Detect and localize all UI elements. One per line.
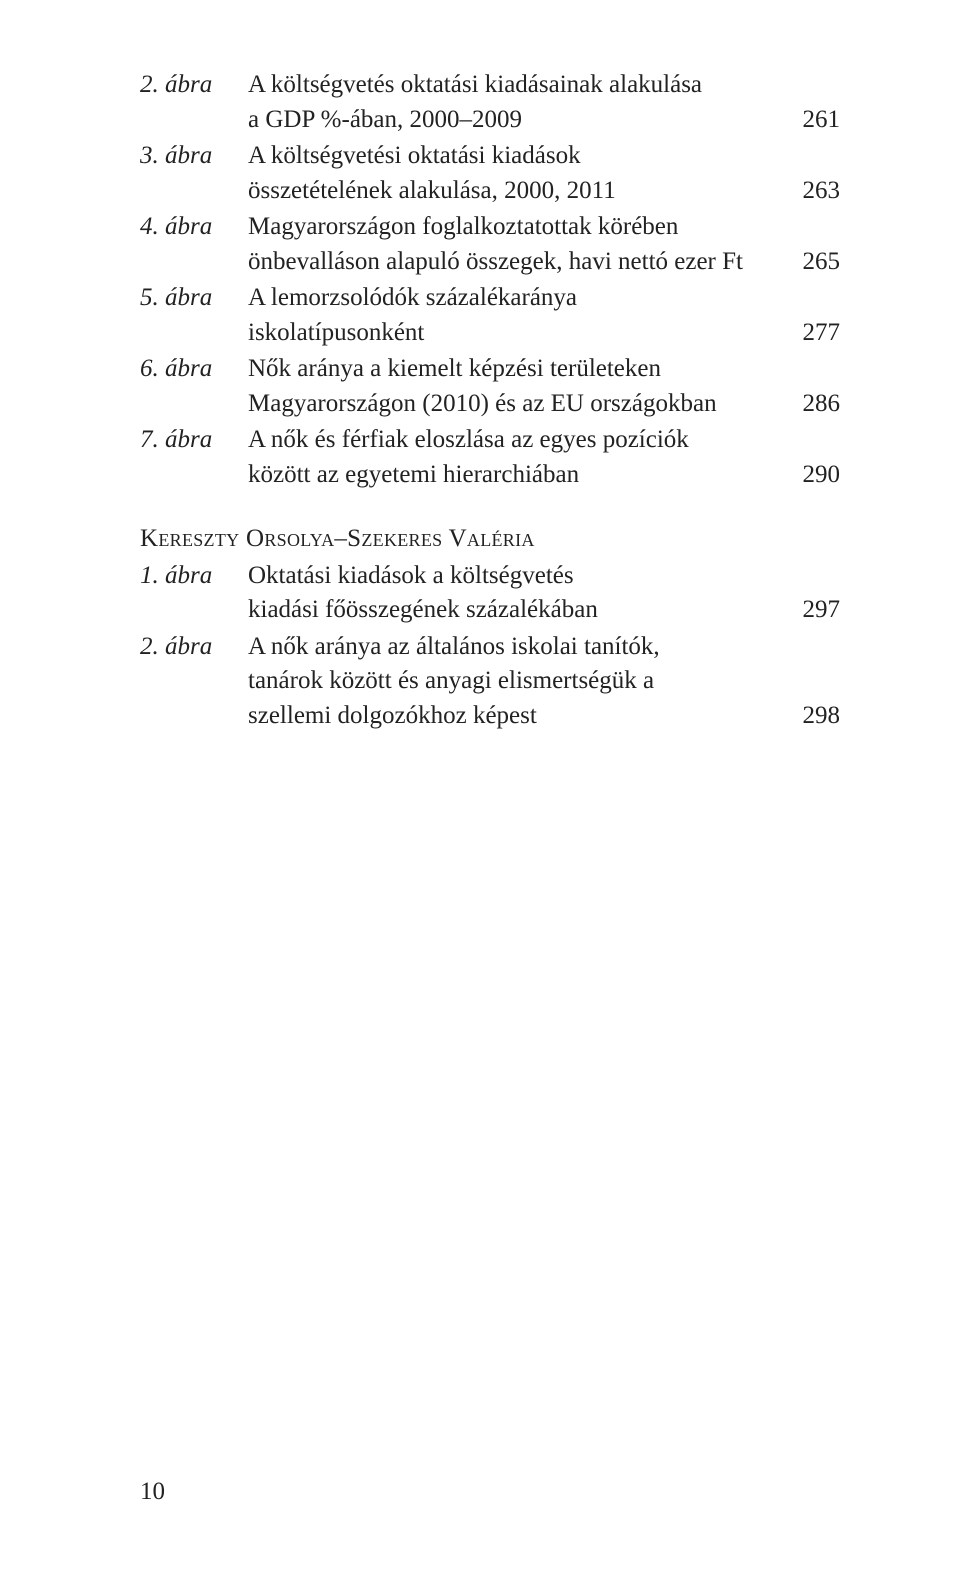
figure-page-number: 261: [788, 103, 840, 138]
figure-page-number: 286: [788, 387, 840, 422]
figure-entry: 2. ábraA nők aránya az általános iskolai…: [140, 630, 840, 734]
figure-entry: 1. ábraOktatási kiadások a költségvetésk…: [140, 559, 840, 628]
figure-last-text: között az egyetemi hierarchiában: [248, 458, 788, 493]
figure-description-line: A nők és férfiak eloszlása az egyes pozí…: [248, 423, 840, 458]
figure-description: A költségvetési oktatási kiadásokösszeté…: [248, 139, 840, 208]
figure-last-line: között az egyetemi hierarchiában290: [248, 458, 840, 493]
figure-description-line: Oktatási kiadások a költségvetés: [248, 559, 840, 594]
figure-entry: 6. ábraNők aránya a kiemelt képzési terü…: [140, 352, 840, 421]
figure-last-line: kiadási főösszegének százalékában297: [248, 593, 840, 628]
figure-description: Magyarországon foglalkoztatottak körében…: [248, 210, 840, 279]
figure-last-text: Magyarországon (2010) és az EU országokb…: [248, 387, 788, 422]
figure-description: Oktatási kiadások a költségvetéskiadási …: [248, 559, 840, 628]
figure-description: Nők aránya a kiemelt képzési területeken…: [248, 352, 840, 421]
figure-list-block-1: 2. ábraA költségvetés oktatási kiadásain…: [140, 68, 840, 492]
figure-page-number: 263: [788, 174, 840, 209]
figure-last-text: önbevalláson alapuló összegek, havi nett…: [248, 245, 788, 280]
figure-description: A nők aránya az általános iskolai tanító…: [248, 630, 840, 734]
figure-label: 4. ábra: [140, 210, 248, 245]
figure-label: 2. ábra: [140, 630, 248, 665]
figure-page-number: 298: [788, 699, 840, 734]
figure-description-line: A költségvetés oktatási kiadásainak alak…: [248, 68, 840, 103]
figure-page-number: 277: [788, 316, 840, 351]
figure-entry: 7. ábraA nők és férfiak eloszlása az egy…: [140, 423, 840, 492]
figure-last-text: kiadási főösszegének százalékában: [248, 593, 788, 628]
figure-label: 3. ábra: [140, 139, 248, 174]
figure-entry: 3. ábraA költségvetési oktatási kiadások…: [140, 139, 840, 208]
figure-page-number: 297: [788, 593, 840, 628]
figure-last-line: a GDP %-ában, 2000–2009261: [248, 103, 840, 138]
figure-entry: 4. ábraMagyarországon foglalkoztatottak …: [140, 210, 840, 279]
figure-page-number: 290: [788, 458, 840, 493]
section-heading-text: Kereszty Orsolya–Szekeres Valéria: [140, 525, 535, 552]
figure-last-text: a GDP %-ában, 2000–2009: [248, 103, 788, 138]
page: 2. ábraA költségvetés oktatási kiadásain…: [0, 0, 960, 1592]
figure-entry: 2. ábraA költségvetés oktatási kiadásain…: [140, 68, 840, 137]
figure-last-line: szellemi dolgozókhoz képest298: [248, 699, 840, 734]
figure-last-line: iskolatípusonként277: [248, 316, 840, 351]
section-heading: Kereszty Orsolya–Szekeres Valéria: [140, 522, 840, 557]
figure-label: 5. ábra: [140, 281, 248, 316]
figure-description-line: A költségvetési oktatási kiadások: [248, 139, 840, 174]
figure-last-line: összetételének alakulása, 2000, 2011263: [248, 174, 840, 209]
figure-entry: 5. ábraA lemorzsolódók százalékarányaisk…: [140, 281, 840, 350]
figure-description-line: A lemorzsolódók százalékaránya: [248, 281, 840, 316]
figure-label: 1. ábra: [140, 559, 248, 594]
figure-last-line: önbevalláson alapuló összegek, havi nett…: [248, 245, 840, 280]
figure-last-text: iskolatípusonként: [248, 316, 788, 351]
figure-page-number: 265: [788, 245, 840, 280]
figure-last-text: szellemi dolgozókhoz képest: [248, 699, 788, 734]
figure-description: A nők és férfiak eloszlása az egyes pozí…: [248, 423, 840, 492]
figure-label: 2. ábra: [140, 68, 248, 103]
figure-last-line: Magyarországon (2010) és az EU országokb…: [248, 387, 840, 422]
figure-description-line: tanárok között és anyagi elismertségük a: [248, 664, 840, 699]
figure-description: A lemorzsolódók százalékarányaiskolatípu…: [248, 281, 840, 350]
figure-label: 6. ábra: [140, 352, 248, 387]
figure-last-text: összetételének alakulása, 2000, 2011: [248, 174, 788, 209]
figure-description-line: Magyarországon foglalkoztatottak körében: [248, 210, 840, 245]
page-number: 10: [140, 1478, 165, 1506]
figure-description: A költségvetés oktatási kiadásainak alak…: [248, 68, 840, 137]
figure-label: 7. ábra: [140, 423, 248, 458]
figure-description-line: Nők aránya a kiemelt képzési területeken: [248, 352, 840, 387]
figure-list-block-2: 1. ábraOktatási kiadások a költségvetésk…: [140, 559, 840, 734]
figure-description-line: A nők aránya az általános iskolai tanító…: [248, 630, 840, 665]
